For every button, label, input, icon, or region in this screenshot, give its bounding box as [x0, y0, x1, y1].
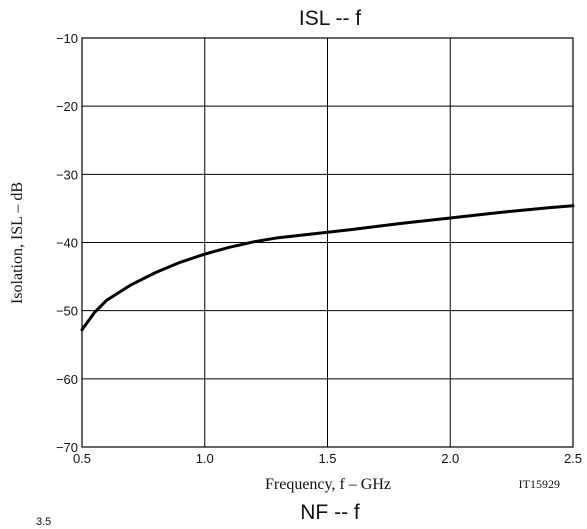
y-tick-label: −40 — [56, 236, 78, 251]
y-tick-labels: −10 −20 −30 −40 −50 −60 −70 — [56, 31, 78, 455]
y-tick-label: −60 — [56, 372, 78, 387]
y-axis-label: Isolation, ISL – dB — [9, 182, 26, 304]
next-chart-top-tick: 3.5 — [36, 516, 51, 528]
y-tick-label: −10 — [56, 31, 78, 46]
plot-frame — [81, 37, 574, 448]
y-tick-label: −30 — [56, 167, 78, 182]
x-tick-label: 2.0 — [441, 451, 459, 466]
x-tick-label: 0.5 — [73, 451, 91, 466]
x-axis-label: Frequency, f – GHz — [265, 476, 391, 493]
y-tick-label: −20 — [56, 99, 78, 114]
x-tick-label: 1.5 — [318, 451, 336, 466]
chart-title: ISL -- f — [299, 7, 361, 30]
x-tick-label: 1.0 — [196, 451, 214, 466]
x-tick-label: 2.5 — [564, 451, 582, 466]
x-tick-labels: 0.5 1.0 1.5 2.0 2.5 — [73, 451, 582, 466]
y-tick-label: −50 — [56, 304, 78, 319]
figure-code: IT15929 — [519, 477, 560, 491]
isolation-series-line — [80, 204, 575, 332]
next-chart-title: NF -- f — [300, 501, 360, 524]
y-tick-label: −70 — [56, 440, 78, 455]
grid-lines — [82, 38, 573, 447]
